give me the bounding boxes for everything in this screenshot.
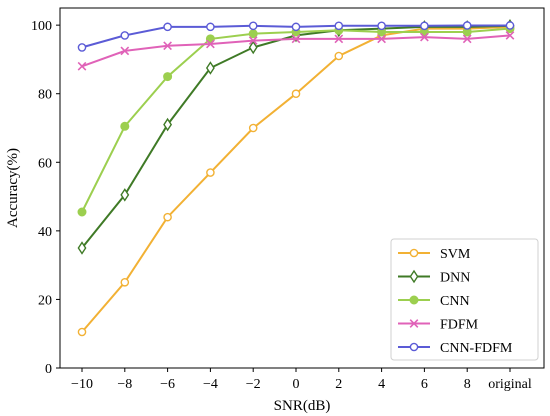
legend-entry-svm: SVM <box>398 247 471 262</box>
legend-swatch-marker <box>409 342 419 352</box>
y-tick-label: 20 <box>38 293 52 308</box>
data-point <box>77 61 87 71</box>
x-tick-label: 4 <box>378 377 385 392</box>
x-tick-label: 2 <box>335 377 342 392</box>
series-cnn <box>77 24 515 217</box>
data-point <box>205 34 215 44</box>
series-fdfm <box>77 31 515 71</box>
data-point <box>334 34 344 44</box>
y-tick-label: 80 <box>38 88 52 103</box>
data-point <box>120 46 130 56</box>
legend-label: CNN-FDFM <box>440 341 513 356</box>
data-point <box>206 168 215 177</box>
legend-label: DNN <box>440 271 470 286</box>
x-tick-label: −8 <box>117 377 132 392</box>
y-tick-label: 100 <box>31 19 52 34</box>
legend-label: FDFM <box>440 318 479 333</box>
data-point <box>291 34 301 44</box>
x-tick-label: original <box>488 377 532 392</box>
x-axis-ticks: −10 −8 −6 −4 −2 0 2 4 6 8 original <box>71 368 532 392</box>
data-point <box>120 188 130 202</box>
series-layer <box>77 19 515 337</box>
data-point <box>206 22 215 32</box>
data-point <box>163 22 172 32</box>
data-point <box>77 327 87 337</box>
legend: SVM DNN CNN FDFM CNN-FDFM <box>390 238 539 361</box>
x-tick-label: 0 <box>293 377 300 392</box>
legend-box <box>390 238 539 361</box>
y-axis-ticks: 0 20 40 60 80 100 <box>31 19 60 377</box>
y-tick-label: 40 <box>38 225 52 240</box>
legend-label: SVM <box>440 247 471 262</box>
legend-swatch-marker <box>409 319 419 328</box>
data-point <box>505 21 515 30</box>
data-point <box>206 39 215 49</box>
data-point <box>377 34 386 44</box>
data-point <box>377 21 386 31</box>
legend-entry-fdfm: FDFM <box>398 318 479 333</box>
y-tick-label: 60 <box>38 156 52 171</box>
data-point <box>334 21 344 31</box>
legend-entry-cnn-fdfm: CNN-FDFM <box>398 341 513 356</box>
x-tick-label: −6 <box>160 377 175 392</box>
data-point <box>120 277 130 287</box>
y-tick-label: 0 <box>45 362 52 377</box>
x-axis-label: SNR(dB) <box>274 398 331 414</box>
data-point <box>462 21 472 30</box>
legend-swatch-marker <box>409 295 419 305</box>
legend-entry-dnn: DNN <box>398 269 470 286</box>
data-point <box>120 31 130 40</box>
data-point <box>163 72 173 82</box>
data-point <box>163 117 173 132</box>
data-point <box>163 41 172 51</box>
x-tick-label: 8 <box>464 377 471 392</box>
data-point <box>163 212 172 222</box>
series-dnn <box>77 19 515 255</box>
data-point <box>420 21 429 31</box>
y-axis-label: Accuracy(%) <box>5 148 21 228</box>
series-cnn-fdfm <box>77 21 515 52</box>
legend-label: CNN <box>440 294 470 309</box>
data-point <box>248 36 258 45</box>
series-line <box>81 27 511 213</box>
data-point <box>505 31 515 40</box>
data-point <box>248 21 258 31</box>
x-tick-label: −10 <box>71 377 93 392</box>
data-point <box>205 61 215 75</box>
data-point <box>420 32 429 42</box>
x-tick-label: −2 <box>246 377 261 392</box>
data-point <box>291 89 301 99</box>
data-point <box>291 22 301 32</box>
x-tick-label: 6 <box>421 377 428 392</box>
data-point <box>248 29 258 39</box>
data-point <box>77 241 87 255</box>
data-point <box>248 123 258 133</box>
legend-swatch-marker <box>409 248 419 258</box>
x-tick-label: −4 <box>203 377 218 392</box>
data-point <box>248 40 258 55</box>
data-point <box>77 207 87 217</box>
series-line <box>81 24 511 249</box>
plot-area <box>59 7 545 369</box>
data-point <box>462 34 472 44</box>
data-point <box>120 121 130 131</box>
data-point <box>334 51 344 61</box>
legend-entry-cnn: CNN <box>398 294 470 309</box>
legend-swatch-marker <box>409 269 419 284</box>
data-point <box>77 43 87 52</box>
